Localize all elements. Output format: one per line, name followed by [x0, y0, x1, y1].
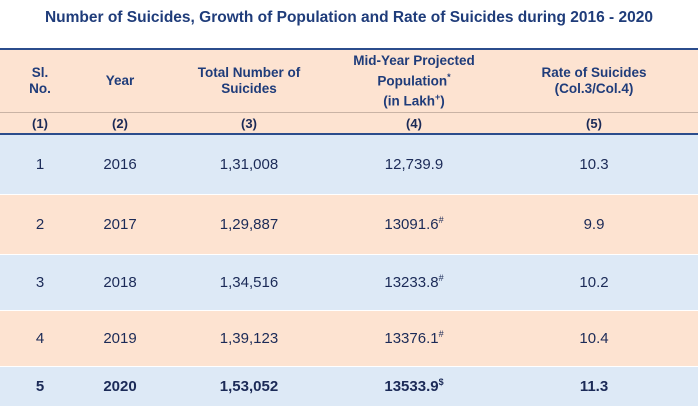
- header-text: Rate of Suicides: [541, 65, 647, 80]
- footnote-mark: #: [438, 329, 444, 339]
- suicides: 1,53,052: [160, 366, 338, 407]
- population: 13533.9: [384, 378, 439, 395]
- footnote-mark: #: [438, 215, 444, 225]
- column-header: Total Number of Suicides: [160, 48, 338, 113]
- data-row: 4 2019 1,39,123 13376.1# 10.4: [0, 310, 698, 367]
- column-number: (1): [0, 112, 80, 135]
- serial-number: 5: [0, 366, 80, 407]
- population-cell: 12,739.9: [338, 134, 490, 195]
- footnote-mark: #: [438, 273, 444, 283]
- column-number: (5): [490, 112, 698, 135]
- population: 13233.8: [384, 274, 439, 291]
- column-header: Sl. No.: [0, 48, 80, 113]
- population-cell: 13091.6#: [338, 194, 490, 255]
- footnote-mark: $: [438, 377, 444, 387]
- header-text: (Col.3/Col.4): [554, 81, 634, 96]
- serial-number: 2: [0, 194, 80, 255]
- population-cell: 13233.8#: [338, 254, 490, 311]
- data-row: 1 2016 1,31,008 12,739.9 10.3: [0, 134, 698, 195]
- header-text: Population: [377, 73, 448, 88]
- header-text: Year: [105, 73, 135, 88]
- population-cell: 13533.9$: [338, 366, 490, 407]
- population: 12,739.9: [384, 155, 444, 173]
- column-number: (2): [80, 112, 160, 135]
- header-text: Sl.: [31, 65, 49, 80]
- column-header: Mid-Year Projected Population* (in Lakh+): [338, 48, 490, 113]
- suicides: 1,29,887: [160, 194, 338, 255]
- data-row: 5 2020 1,53,052 13533.9$ 11.3: [0, 366, 698, 407]
- rate: 10.3: [490, 134, 698, 195]
- serial-number: 3: [0, 254, 80, 311]
- serial-number: 1: [0, 134, 80, 195]
- population: 13091.6: [384, 216, 439, 233]
- year: 2020: [80, 366, 160, 407]
- column-header: Rate of Suicides (Col.3/Col.4): [490, 48, 698, 113]
- column-header: Year: [80, 48, 160, 113]
- header-row: Sl. No. Year Total Number of Suicides Mid-Yea…: [0, 48, 698, 113]
- header-text: No.: [29, 81, 51, 96]
- suicides: 1,31,008: [160, 134, 338, 195]
- suicides: 1,34,516: [160, 254, 338, 311]
- serial-number: 4: [0, 310, 80, 367]
- header-text: Suicides: [221, 81, 277, 96]
- year: 2016: [80, 134, 160, 195]
- footnote-mark: +: [435, 92, 441, 102]
- year: 2017: [80, 194, 160, 255]
- rate: 10.2: [490, 254, 698, 311]
- header-text: Total Number of: [197, 65, 301, 80]
- column-number: (4): [338, 112, 490, 135]
- column-number: (3): [160, 112, 338, 135]
- year: 2018: [80, 254, 160, 311]
- population-cell: 13376.1#: [338, 310, 490, 367]
- rate: 10.4: [490, 310, 698, 367]
- title: Number of Suicides, Growth of Population…: [44, 9, 654, 26]
- suicides: 1,39,123: [160, 310, 338, 367]
- rate: 11.3: [490, 366, 698, 407]
- data-row: 2 2017 1,29,887 13091.6# 9.9: [0, 194, 698, 255]
- column-number-row: (1) (2) (3) (4) (5): [0, 112, 698, 135]
- header-text: ): [440, 93, 445, 109]
- population: 13376.1: [384, 330, 439, 347]
- suicide-table: Sl. No. Year Total Number of Suicides Mid-Yea…: [0, 48, 698, 407]
- header-text: (in Lakh: [383, 93, 435, 109]
- data-row: 3 2018 1,34,516 13233.8# 10.2: [0, 254, 698, 311]
- year: 2019: [80, 310, 160, 367]
- table-body: 1 2016 1,31,008 12,739.9 10.3 2 2017 1,29,887 13…: [0, 134, 698, 407]
- footnote-mark: *: [447, 71, 451, 82]
- header-text: Mid-Year Projected: [353, 52, 475, 68]
- rate: 9.9: [490, 194, 698, 255]
